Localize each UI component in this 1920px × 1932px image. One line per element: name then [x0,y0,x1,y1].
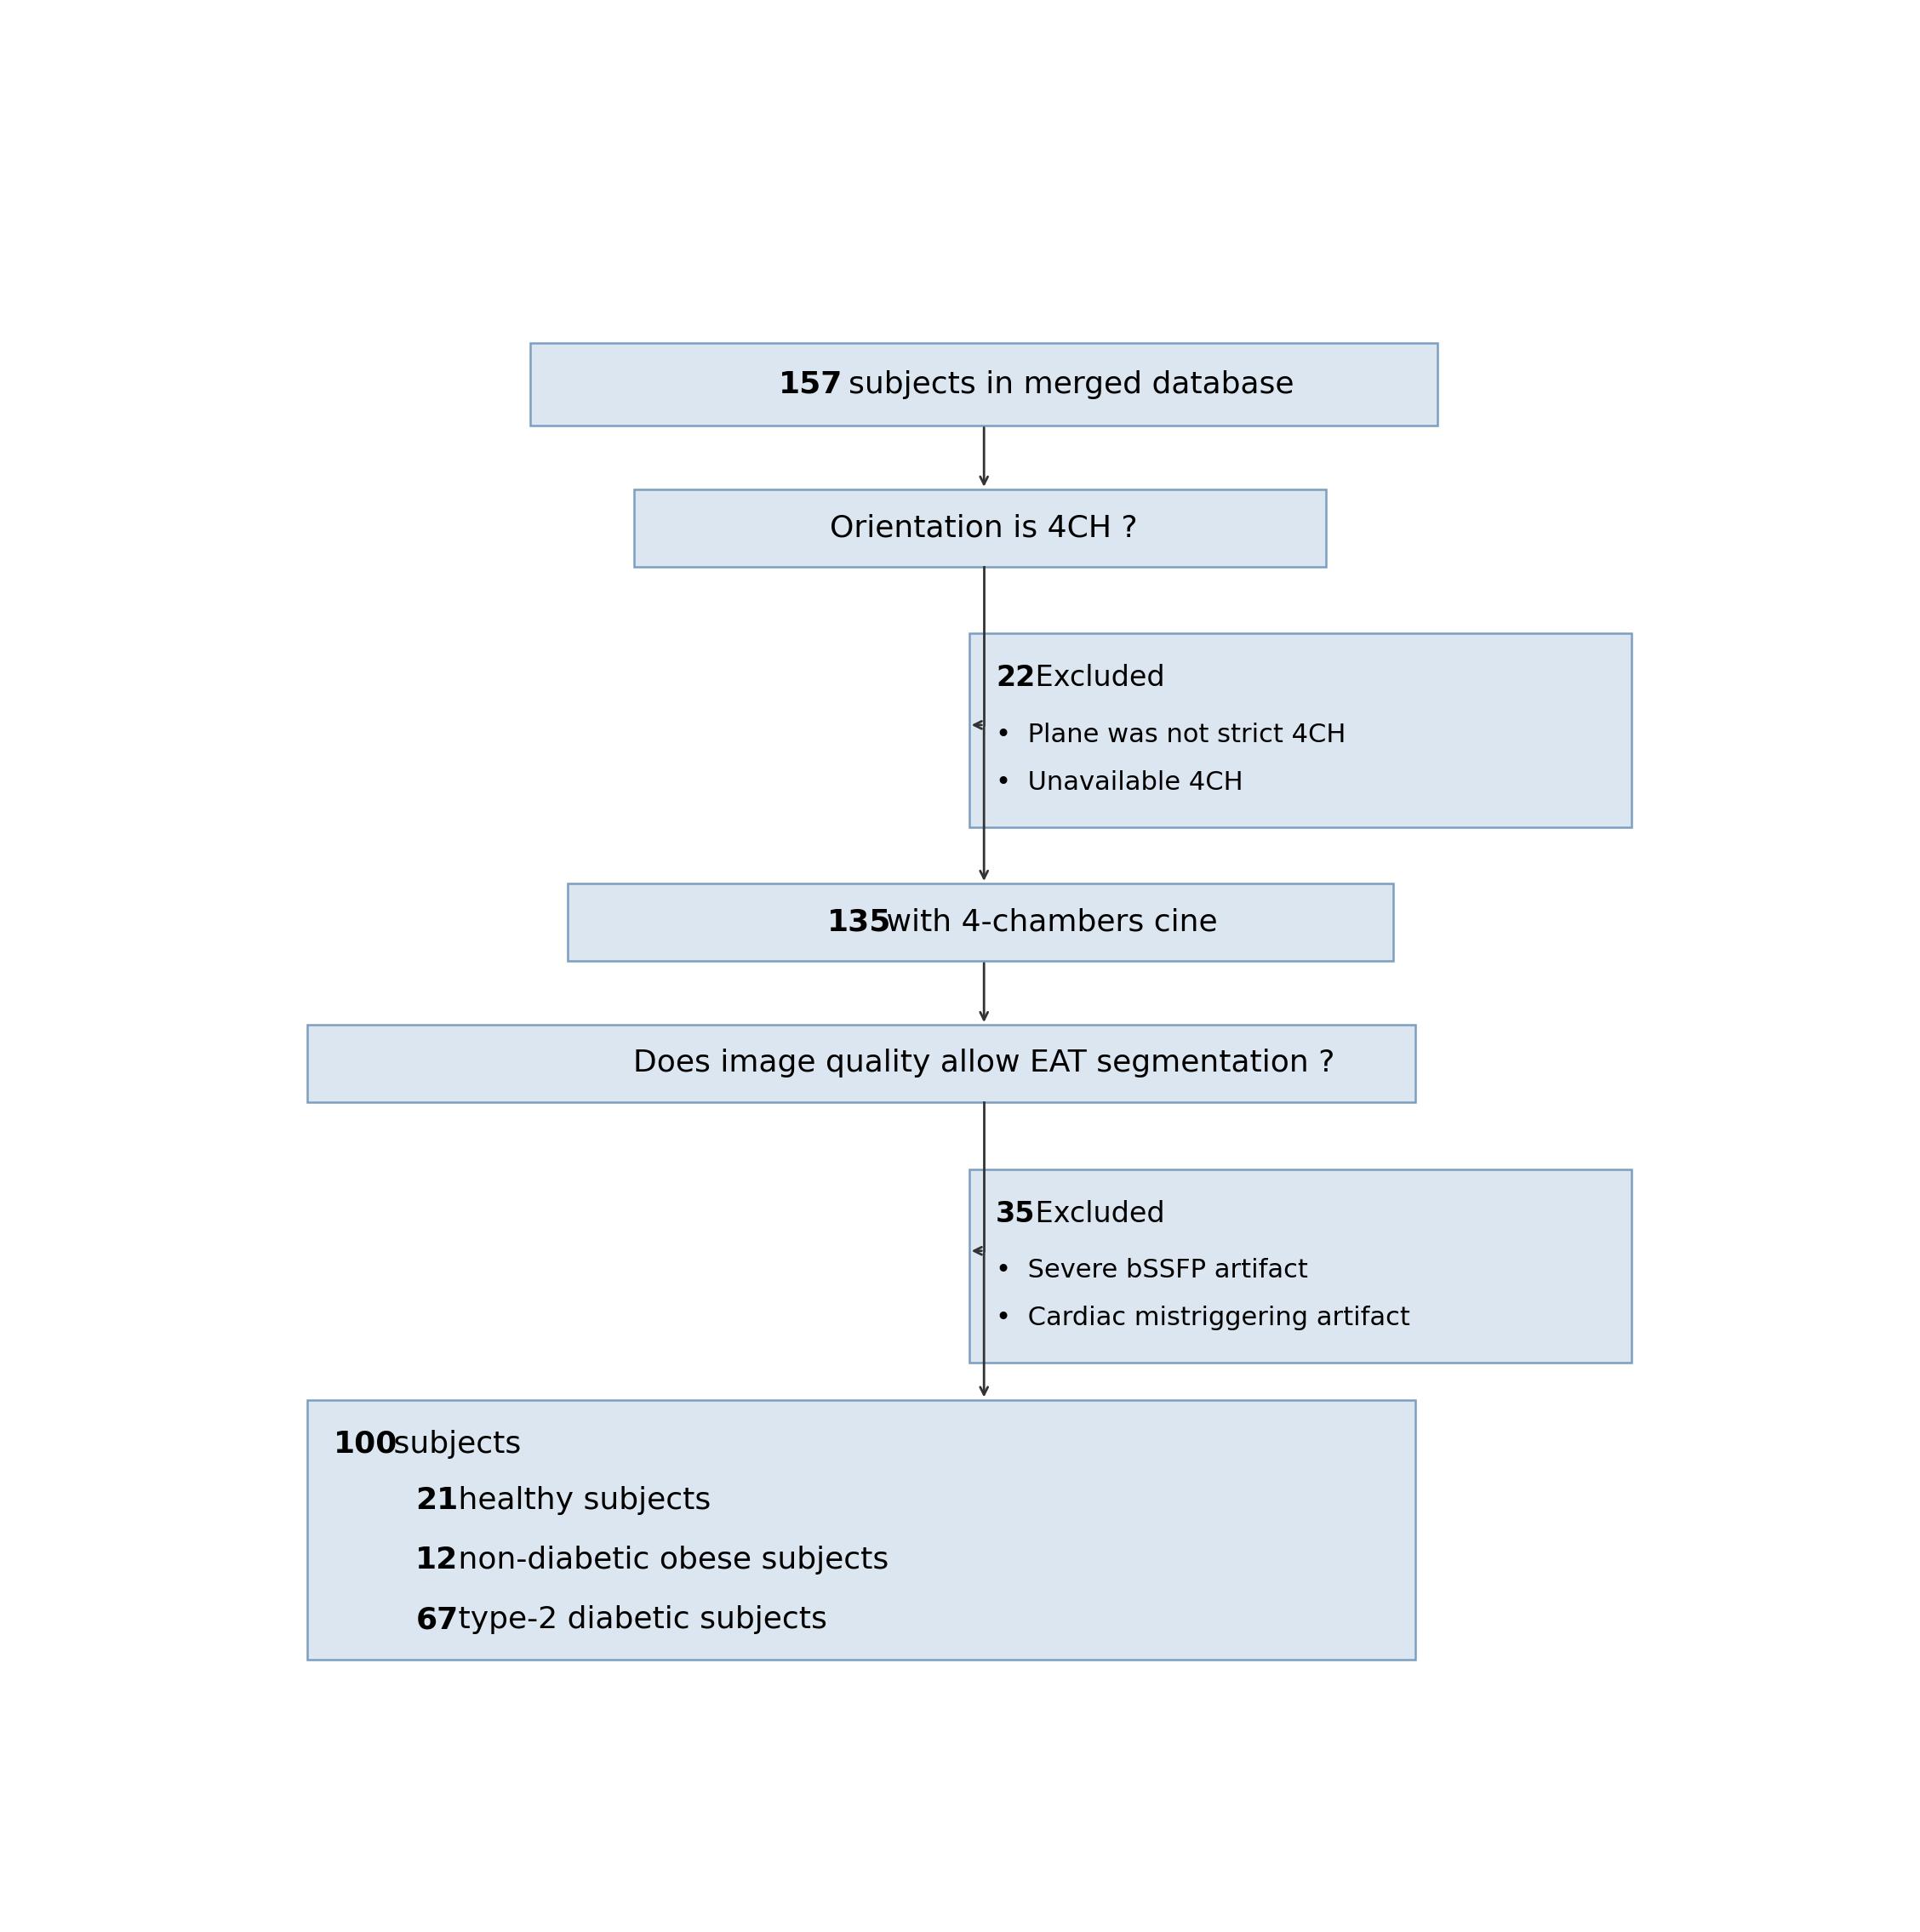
Text: type-2 diabetic subjects: type-2 diabetic subjects [449,1605,828,1634]
FancyBboxPatch shape [307,1024,1415,1101]
FancyBboxPatch shape [634,489,1327,566]
Text: non-diabetic obese subjects: non-diabetic obese subjects [449,1546,889,1575]
Text: subjects: subjects [384,1430,520,1459]
FancyBboxPatch shape [530,344,1438,425]
Text: 67: 67 [415,1605,459,1634]
Text: Does image quality allow EAT segmentation ?: Does image quality allow EAT segmentatio… [634,1049,1334,1078]
Text: with 4-chambers cine: with 4-chambers cine [877,908,1217,937]
Text: Orientation is 4CH ?: Orientation is 4CH ? [829,514,1139,543]
Text: 100: 100 [334,1430,397,1459]
Text: 157: 157 [780,369,843,398]
FancyBboxPatch shape [307,1399,1415,1660]
Text: •  Severe bSSFP artifact: • Severe bSSFP artifact [996,1258,1308,1283]
FancyBboxPatch shape [970,1169,1632,1362]
Text: 35: 35 [996,1200,1035,1227]
Text: healthy subjects: healthy subjects [449,1486,710,1515]
Text: 135: 135 [828,908,891,937]
Text: •  Cardiac mistriggering artifact: • Cardiac mistriggering artifact [996,1306,1411,1329]
Text: subjects in merged database: subjects in merged database [829,369,1294,398]
Text: 21: 21 [415,1486,459,1515]
FancyBboxPatch shape [970,634,1632,827]
Text: •  Unavailable 4CH: • Unavailable 4CH [996,771,1244,794]
Text: 22: 22 [996,665,1035,692]
FancyBboxPatch shape [568,883,1394,960]
Text: Excluded: Excluded [1027,1200,1165,1227]
Text: 12: 12 [415,1546,459,1575]
Text: Excluded: Excluded [1027,665,1165,692]
Text: •  Plane was not strict 4CH: • Plane was not strict 4CH [996,723,1346,748]
